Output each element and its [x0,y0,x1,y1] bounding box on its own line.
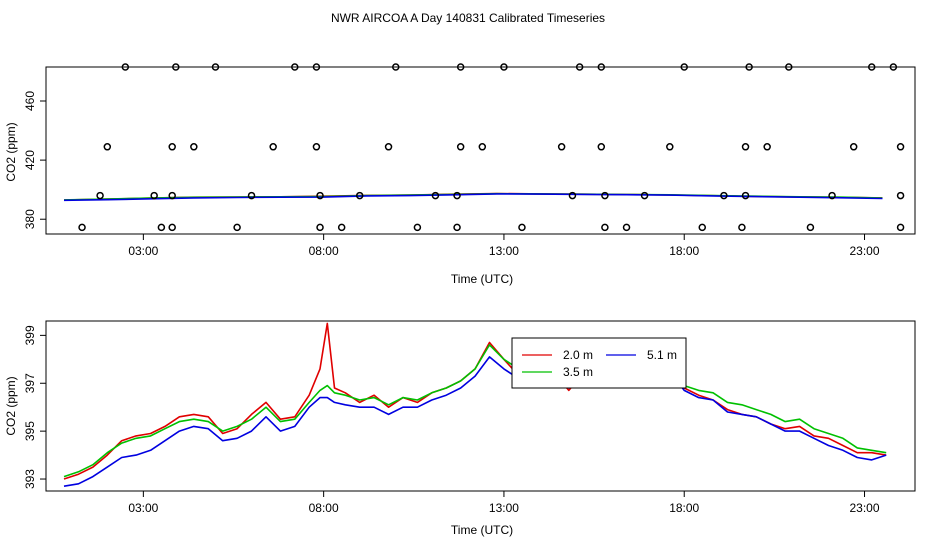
top-x-axis-label: Time (UTC) [451,272,513,286]
top-calibration-point [557,143,566,151]
top-panel: 03:00 08:00 13:00 18:00 23:00 380 420 460 Time … [4,63,916,286]
top-calibration-point [168,143,176,151]
top-calibration-point [190,143,198,151]
legend-label-3-5m: 3.5 m [563,365,593,379]
top-calibration-point [157,223,166,232]
top-calibration-point [896,191,905,200]
top-calibration-point [103,143,112,151]
top-calibration-point [597,143,606,151]
top-calibration-point [312,143,321,151]
top-calibration-point [622,223,631,232]
bottom-series-3-5-m [63,344,887,478]
bottom-series-5-1-m [63,356,887,487]
top-x-tick-label: 18:00 [669,244,699,258]
top-calibration-point [741,191,750,200]
top-calibration-point [601,191,609,200]
top-calibration-point [337,223,346,232]
top-calibration-point [896,223,905,232]
top-calibration-point [150,191,158,200]
top-calibration-point [568,191,577,200]
top-calibration-point [828,191,836,200]
top-plot-frame [45,66,916,235]
top-calibration-point [413,223,422,232]
bottom-panel: 03:00 08:00 13:00 18:00 23:00 393 395 397 399 2.… [4,320,916,537]
top-calibration-point [720,191,728,200]
top-y-tick-label: 460 [23,91,37,111]
top-x-tick-label: 03:00 [128,244,158,258]
top-calibration-point [698,223,707,232]
top-calibration-point [172,63,180,71]
top-calibration-point [640,191,649,200]
top-x-tick-label: 13:00 [489,244,519,258]
top-calibration-point [597,63,606,71]
legend-label-5-1m: 5.1 m [647,348,677,362]
top-calibration-point [269,143,277,151]
top-calibration-point [316,223,324,232]
bottom-ticks: 03:00 08:00 13:00 18:00 23:00 393 395 397 399 [23,325,880,515]
top-y-tick-label: 380 [23,209,37,229]
top-x-tick-label: 23:00 [850,244,880,258]
top-calibration-point [233,223,241,232]
figure-title: NWR AIRCOA A Day 140831 Calibrated Times… [331,11,605,25]
top-calibration-point [121,63,130,71]
top-calibration-point [666,143,674,151]
top-calibration-point [211,63,220,71]
bottom-series [63,322,887,487]
bottom-x-tick-label: 23:00 [850,501,880,515]
top-calibration-point [291,63,299,71]
legend-box [511,337,687,389]
top-calibration-point [806,223,815,232]
top-calibration-point [601,223,609,232]
bottom-y-tick-label: 393 [23,469,37,489]
top-calibration-point [849,143,858,151]
bottom-x-tick-label: 13:00 [489,501,519,515]
bottom-series-2-0-m [63,322,887,480]
bottom-y-axis-label: CO2 (ppm) [4,376,18,435]
top-calibration-point [168,223,176,232]
top-calibration-point [745,63,753,71]
top-calibration-point [312,63,321,71]
top-series [63,63,905,232]
bottom-x-tick-label: 03:00 [128,501,158,515]
top-calibration-point [763,143,771,151]
top-calibration-point [453,223,461,232]
top-y-axis-label: CO2 (ppm) [4,122,18,181]
top-calibration-point [316,191,324,200]
top-calibration-point [741,143,750,151]
bottom-plot-frame [45,320,916,492]
top-y-tick-label: 420 [23,150,37,170]
top-calibration-point [785,63,793,71]
top-calibration-point [431,191,440,200]
legend-label-2m: 2.0 m [563,348,593,362]
bottom-x-axis-label: Time (UTC) [451,523,513,537]
bottom-y-tick-label: 399 [23,325,37,345]
top-calibration-point [738,223,746,232]
top-calibration-point [168,191,176,200]
top-calibration-point [355,191,364,200]
top-calibration-point [78,223,86,232]
top-calibration-point [680,63,688,71]
top-x-tick-label: 08:00 [309,244,339,258]
top-calibration-point [896,143,905,151]
top-calibration-point [456,63,465,71]
top-calibration-point [384,143,393,151]
top-ticks: 03:00 08:00 13:00 18:00 23:00 380 420 460 [23,91,880,258]
bottom-x-tick-label: 08:00 [309,501,339,515]
top-calibration-point [247,191,256,200]
top-calibration-point [867,63,876,71]
top-calibration-point [453,191,461,200]
top-calibration-point [478,143,487,151]
top-calibration-point [518,223,526,232]
top-calibration-point [575,63,584,71]
top-calibration-point [96,191,104,200]
top-calibration-point [456,143,465,151]
top-calibration-point [392,63,400,71]
top-calibration-point [500,63,508,71]
bottom-y-tick-label: 395 [23,421,37,441]
bottom-y-tick-label: 397 [23,373,37,393]
bottom-x-tick-label: 18:00 [669,501,699,515]
top-calibration-point [889,63,898,71]
legend: 2.0 m 3.5 m 5.1 m [511,337,687,389]
